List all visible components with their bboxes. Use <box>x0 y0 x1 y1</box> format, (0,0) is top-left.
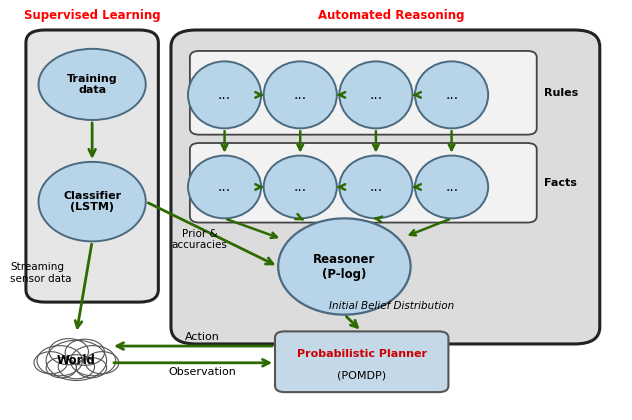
FancyBboxPatch shape <box>190 51 537 135</box>
Circle shape <box>58 354 95 379</box>
Ellipse shape <box>415 61 488 129</box>
Text: Supervised Learning: Supervised Learning <box>24 9 161 22</box>
Ellipse shape <box>278 218 411 315</box>
Text: Probabilistic Planner: Probabilistic Planner <box>296 349 427 360</box>
Circle shape <box>37 346 82 376</box>
Text: (POMDP): (POMDP) <box>337 370 386 380</box>
Text: Streaming
sensor data: Streaming sensor data <box>10 262 71 284</box>
Text: ...: ... <box>445 180 458 194</box>
Ellipse shape <box>39 49 146 120</box>
Circle shape <box>76 358 107 378</box>
Text: ...: ... <box>218 88 231 102</box>
Text: Reasoner
(P-log): Reasoner (P-log) <box>313 252 375 281</box>
Circle shape <box>49 339 88 365</box>
Text: Facts: Facts <box>544 178 577 188</box>
Circle shape <box>46 340 107 381</box>
Text: Automated Reasoning: Automated Reasoning <box>319 9 465 22</box>
Ellipse shape <box>264 61 337 129</box>
Circle shape <box>70 346 116 376</box>
FancyBboxPatch shape <box>171 30 600 344</box>
FancyBboxPatch shape <box>26 30 159 302</box>
Text: World: World <box>57 354 96 367</box>
Text: Action: Action <box>185 332 220 342</box>
Text: Observation: Observation <box>169 367 236 377</box>
Circle shape <box>34 352 67 374</box>
Text: ...: ... <box>369 180 382 194</box>
Ellipse shape <box>264 155 337 218</box>
Text: Prior &
accuracies: Prior & accuracies <box>171 228 228 250</box>
Text: ...: ... <box>294 88 307 102</box>
Ellipse shape <box>188 61 261 129</box>
Ellipse shape <box>188 155 261 218</box>
Circle shape <box>85 352 119 374</box>
Circle shape <box>65 339 104 365</box>
Text: ...: ... <box>369 88 382 102</box>
Ellipse shape <box>339 155 413 218</box>
Ellipse shape <box>339 61 413 129</box>
Circle shape <box>46 358 76 378</box>
Ellipse shape <box>415 155 488 218</box>
Text: ...: ... <box>294 180 307 194</box>
Text: Rules: Rules <box>544 88 578 98</box>
Text: ...: ... <box>218 180 231 194</box>
Text: ...: ... <box>445 88 458 102</box>
Text: Training
data: Training data <box>67 74 118 95</box>
Text: Initial Belief Distribution: Initial Belief Distribution <box>329 301 454 311</box>
Text: Classifier
(LSTM): Classifier (LSTM) <box>63 191 121 213</box>
FancyBboxPatch shape <box>275 331 449 392</box>
Ellipse shape <box>39 162 146 242</box>
FancyBboxPatch shape <box>190 143 537 223</box>
